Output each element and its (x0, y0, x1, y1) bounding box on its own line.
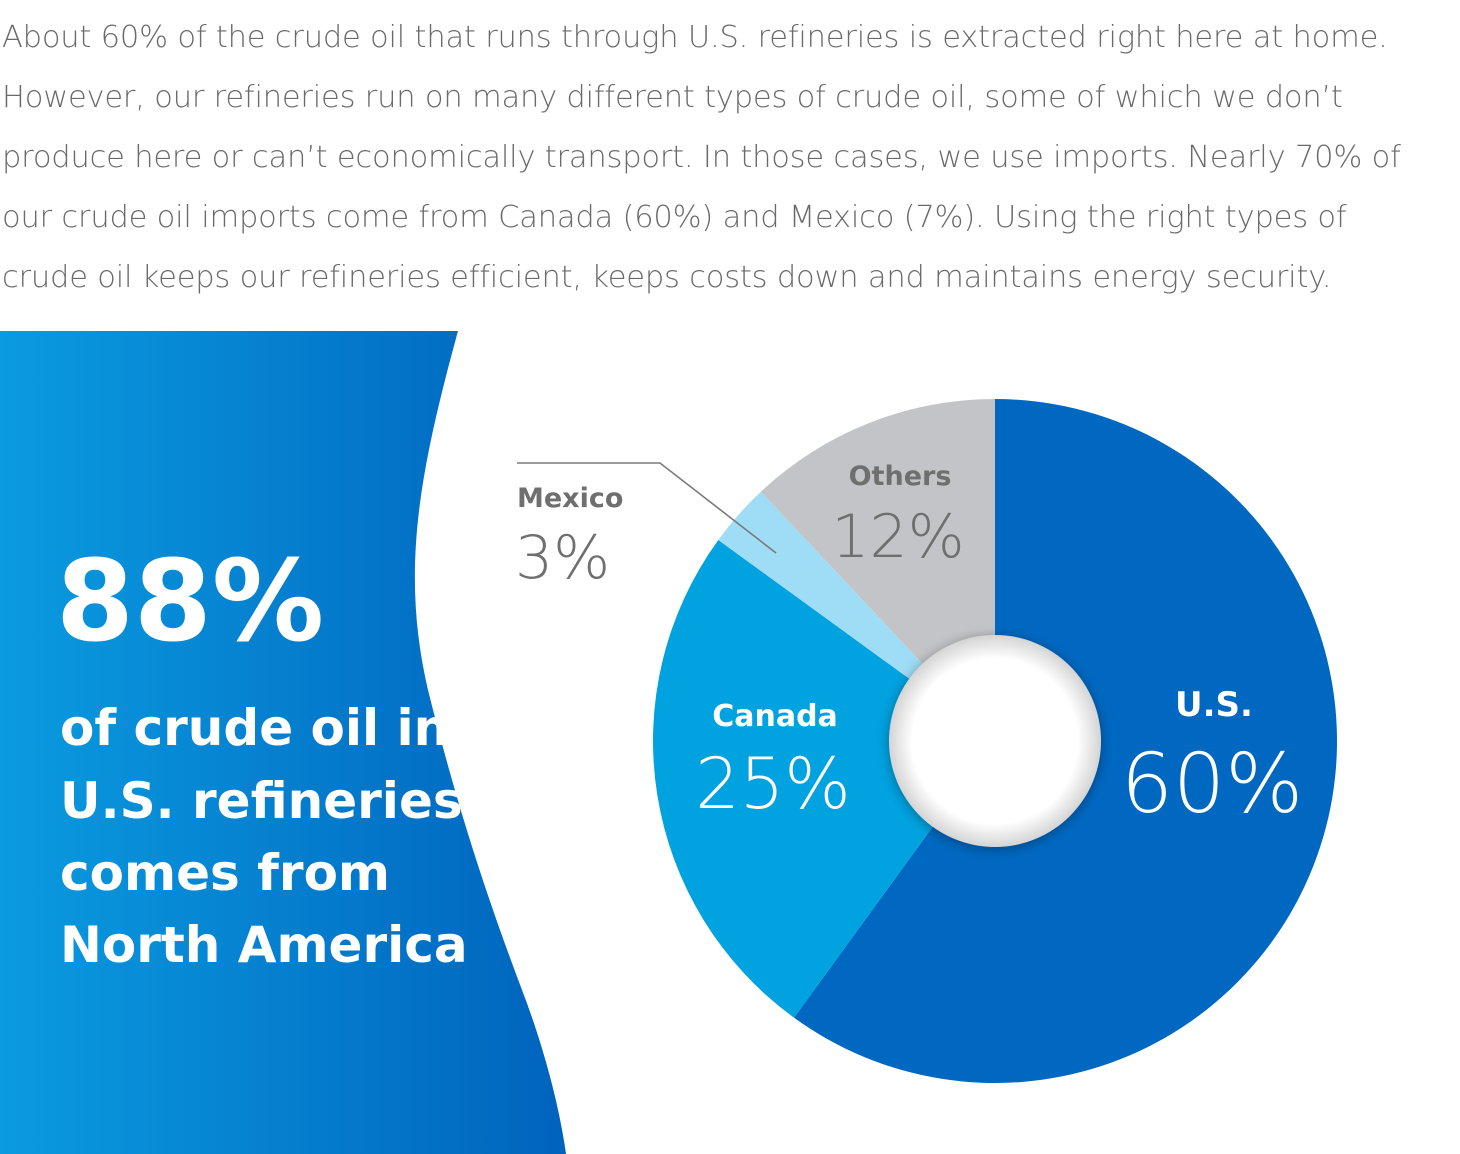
pie-slice-canada (653, 539, 995, 1018)
intro-line: produce here or can’t economically trans… (2, 140, 1401, 175)
slice-label-mexico: Mexico (517, 483, 623, 514)
callout-stat: 88% (56, 537, 324, 667)
intro-paragraph: About 60% of the crude oil that runs thr… (2, 8, 1452, 308)
slice-label-canada: Canada (712, 699, 838, 734)
slice-label-us: U.S. (1175, 685, 1253, 725)
slice-label-others: Others (849, 461, 952, 492)
callout-line: of crude oil in (60, 699, 449, 757)
slice-value-canada: 25% (695, 743, 851, 825)
intro-line: However, our refineries run on many diff… (2, 80, 1343, 115)
callout-line: comes from (60, 844, 390, 902)
slice-value-mexico: 3% (515, 523, 610, 593)
callout-line: North America (60, 916, 468, 974)
slice-value-others: 12% (831, 502, 964, 572)
intro-line: our crude oil imports come from Canada (… (2, 200, 1347, 235)
intro-line: About 60% of the crude oil that runs thr… (2, 20, 1388, 55)
callout-line: U.S. refineries (60, 772, 463, 830)
donut-hole (889, 635, 1101, 847)
mexico-leader-line (517, 462, 777, 554)
intro-line: crude oil keeps our refineries efficient… (2, 260, 1332, 295)
callout-panel (0, 331, 566, 1154)
slice-value-us: 60% (1121, 737, 1303, 832)
